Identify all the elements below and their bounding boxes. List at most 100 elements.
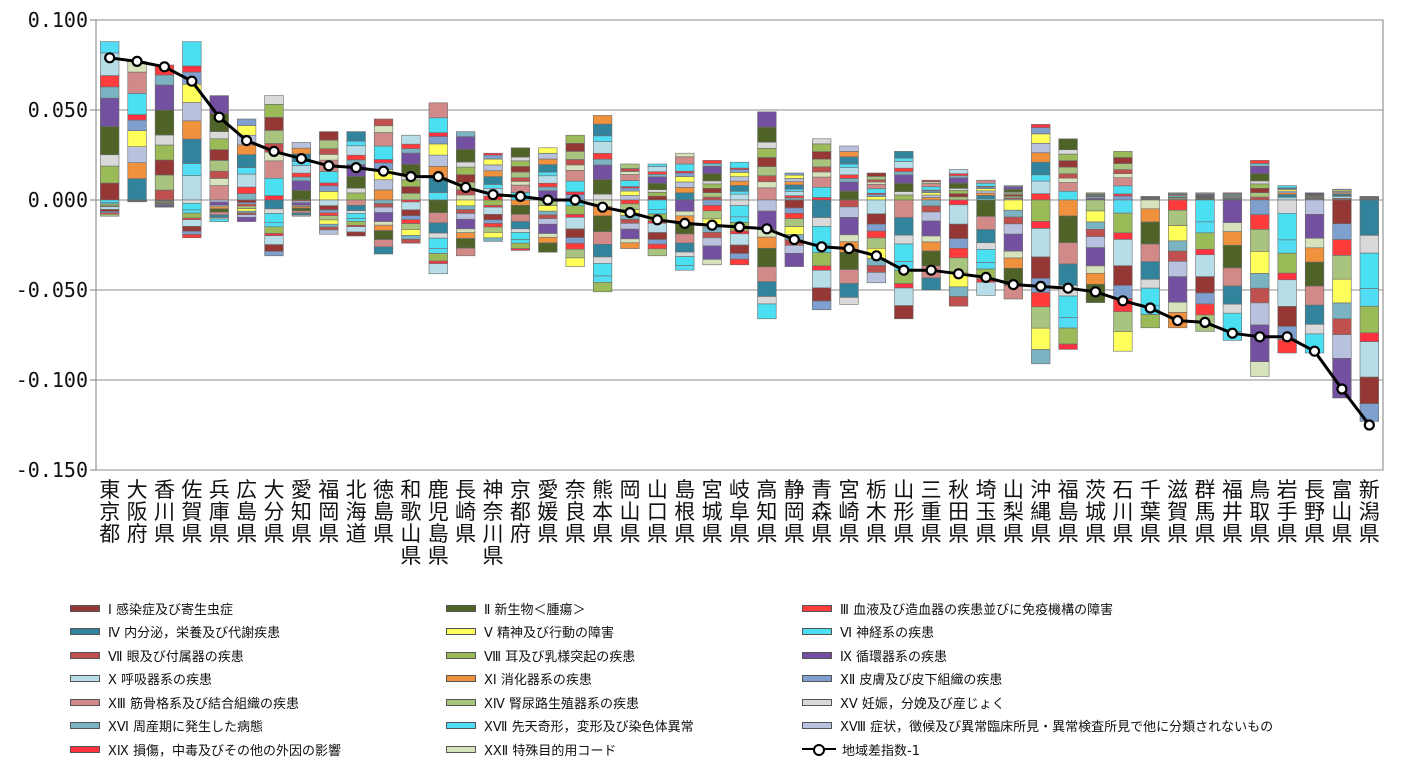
bar-segment [1195,276,1215,294]
bar-segment [1113,169,1133,174]
bar-segment [100,75,120,88]
bar-segment [346,218,366,222]
bar-segment [784,218,804,227]
x-tick-label-char: 川 [483,522,504,546]
bar-segment [182,138,202,164]
bar-segment [1250,187,1270,193]
bar-segment [236,154,257,168]
bar-segment [291,212,311,216]
bar-segment [538,214,558,219]
bar-segment [1058,242,1078,265]
bar-segment [510,221,531,230]
bar-segment [894,217,914,236]
bar-segment [757,236,777,249]
line-point [1281,331,1293,343]
x-tick-label-char: 神 [483,478,504,502]
bar-segment [976,249,996,263]
bar-segment [456,238,476,249]
bar-segment [1058,182,1078,192]
line-point [323,160,335,172]
bar-segment [592,231,613,245]
bar-segment [620,168,640,172]
bar-segment [483,176,503,185]
x-tick-label-char: 島 [1058,500,1079,524]
bar-segment [866,181,887,185]
bar-segment [976,192,996,196]
line-point [104,52,116,64]
bar-segment [182,230,202,235]
x-tick-label-char: 県 [236,522,257,546]
bar-segment [456,205,476,210]
bar-segment [592,193,613,201]
bar-segment [1168,199,1188,211]
bar-segment [620,190,640,196]
bar-segment [729,258,750,266]
bar-segment [1277,185,1297,189]
x-tick-label-char: 山 [1331,500,1352,524]
bar-segment [127,114,147,121]
bar-segment [1113,157,1133,164]
bar-segment [948,188,969,191]
bar-segment [456,194,476,201]
x-tick-label-char: 県 [702,522,723,546]
legend-swatch [446,675,476,682]
x-tick-label-char: 県 [839,522,860,546]
line-point [1336,383,1348,395]
bar-segment [1332,302,1352,320]
bar-segment [894,174,914,184]
legend-item: ⅩⅩⅡ 特殊目的用コード [446,739,616,759]
bar-segment [757,296,777,305]
bar-segment [510,147,531,158]
bar-segment [1140,314,1160,329]
bar-segment [291,165,311,174]
bar-segment [812,197,832,201]
legend-item: ⅩⅥ 周産期に発生した病態 [70,716,263,736]
bar-segment [346,154,366,161]
bar-segment [538,205,558,212]
bar-segment [209,170,229,179]
x-tick-label-char: 県 [866,522,887,546]
bar-segment [866,188,887,194]
bar-segment [592,135,613,142]
bar-segment [729,190,750,195]
bar-segment [839,251,859,270]
x-tick-label-char: 岡 [784,500,805,524]
bar-segment [839,178,859,183]
bar-segment [182,163,202,176]
x-tick-label-char: 宮 [839,478,860,502]
x-tick-label-char: 児 [428,500,449,524]
bar-segment [264,199,284,210]
bar-segment [1058,138,1078,151]
x-tick-label-char: 長 [1304,478,1325,502]
bar-segment [647,239,667,245]
legend-item: ⅩⅧ 症状，徴候及び異常臨床所見・異常検査所見で他に分類されないもの [802,716,1273,736]
x-tick-label-char: 茨 [1085,478,1106,502]
bar-segment [1113,239,1133,267]
bar-segment [784,178,804,182]
bar-segment [1031,327,1051,350]
bar-segment [620,174,640,181]
bar-segment [1031,199,1051,222]
bar-segment [1031,221,1051,229]
bar-segment [894,161,914,169]
x-tick-label-char: 県 [483,544,504,568]
bar-segment [1085,247,1106,267]
legend-item: ⅩⅤ 妊娠，分娩及び産じょく [802,692,1005,712]
x-tick-label-char: 熊 [592,478,613,502]
bar-segment [921,183,941,188]
bar-segment [291,202,311,206]
legend-swatch [446,722,476,729]
bar-segment [620,223,640,230]
bar-segment [620,163,640,169]
bar-segment [1250,229,1270,252]
bar-segment [1085,199,1106,212]
bar-segment [483,214,503,221]
bar-segment [702,165,722,174]
x-tick-label-char: 県 [565,522,586,546]
bar-segment [209,138,229,150]
bar-segment [866,223,887,232]
bar-segment [894,151,914,159]
x-tick-label-char: 海 [346,500,367,524]
bar-segment [948,173,969,177]
x-tick-label-char: 媛 [537,500,558,524]
